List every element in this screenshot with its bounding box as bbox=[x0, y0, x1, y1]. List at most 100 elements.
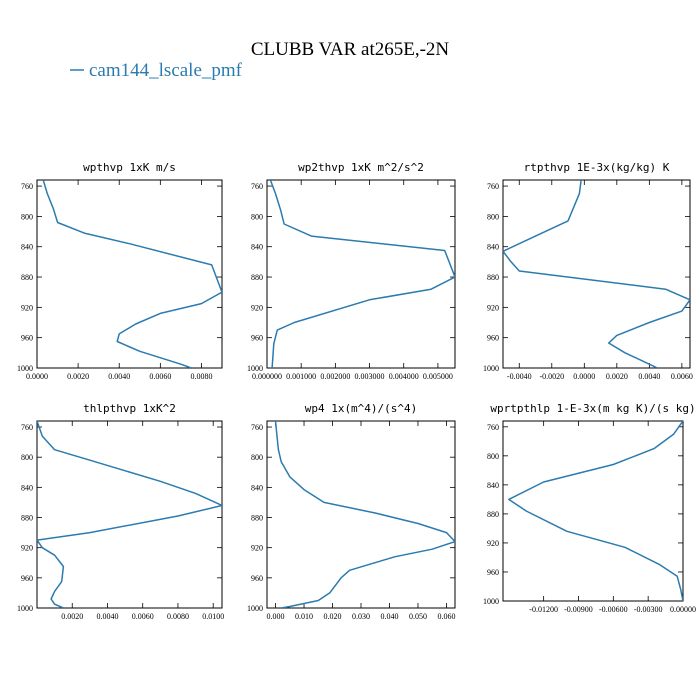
x-tick-label: 0.0040 bbox=[96, 612, 118, 621]
y-tick-label: 920 bbox=[487, 303, 499, 312]
y-tick-label: 960 bbox=[487, 568, 499, 577]
y-tick-label: 920 bbox=[251, 544, 263, 553]
figure-title: CLUBB VAR at265E,-2N bbox=[251, 39, 450, 60]
x-tick-label: 0.0060 bbox=[149, 372, 171, 381]
x-tick-label: -0.00900 bbox=[564, 605, 593, 614]
plot-frame bbox=[36, 179, 223, 369]
y-tick-label: 800 bbox=[251, 212, 263, 221]
y-tick-label: 880 bbox=[487, 273, 499, 282]
y-tick-label: 760 bbox=[487, 182, 499, 191]
y-tick-label: 760 bbox=[487, 423, 499, 432]
y-tick-label: 760 bbox=[21, 182, 33, 191]
x-tick-label: -0.00600 bbox=[599, 605, 628, 614]
y-tick-label: 840 bbox=[487, 243, 499, 252]
panel-title: rtpthvp 1E-3x(kg/kg) K bbox=[524, 161, 670, 174]
panel-title: wpthvp 1xK m/s bbox=[83, 161, 176, 174]
y-tick-label: 800 bbox=[251, 453, 263, 462]
legend-label: cam144_lscale_pmf bbox=[89, 60, 243, 81]
series-line bbox=[37, 421, 222, 608]
y-tick-label: 840 bbox=[21, 483, 33, 492]
x-tick-label: 0.0020 bbox=[61, 612, 83, 621]
y-tick-label: 960 bbox=[487, 334, 499, 343]
panel-title: thlpthvp 1xK^2 bbox=[83, 402, 176, 415]
x-tick-label: 0.050 bbox=[409, 612, 427, 621]
x-tick-label: 0.0020 bbox=[606, 372, 628, 381]
x-tick-label: 0.060 bbox=[437, 612, 455, 621]
y-tick-label: 880 bbox=[21, 273, 33, 282]
x-tick-label: 0.0060 bbox=[132, 612, 154, 621]
x-tick-label: -0.0020 bbox=[539, 372, 564, 381]
x-tick-label: -0.01200 bbox=[529, 605, 558, 614]
panel-title: wp4 1x(m^4)/(s^4) bbox=[305, 402, 418, 415]
y-tick-label: 920 bbox=[487, 539, 499, 548]
y-tick-label: 880 bbox=[21, 514, 33, 523]
panel-3: rtpthvp 1E-3x(kg/kg) K 760 800 840 880 920 960… bbox=[483, 161, 693, 381]
y-tick-label: 960 bbox=[251, 334, 263, 343]
y-tick-label: 880 bbox=[251, 273, 263, 282]
x-tick-label: 0.002000 bbox=[320, 372, 350, 381]
x-tick-label: 0.0000 bbox=[26, 372, 48, 381]
figure-legend: cam144_lscale_pmf bbox=[70, 60, 243, 81]
series-line bbox=[274, 421, 455, 608]
x-tick-label: 0.00000 bbox=[670, 605, 696, 614]
x-tick-label: 0.020 bbox=[324, 612, 342, 621]
y-tick-label: 880 bbox=[251, 514, 263, 523]
y-tick-label: 1000 bbox=[483, 597, 499, 606]
x-tick-label: 0.001000 bbox=[286, 372, 316, 381]
y-tick-label: 800 bbox=[21, 212, 33, 221]
x-tick-label: 0.0080 bbox=[167, 612, 189, 621]
y-tick-label: 800 bbox=[487, 452, 499, 461]
y-tick-label: 920 bbox=[251, 303, 263, 312]
y-tick-label: 840 bbox=[487, 481, 499, 490]
plot-frame bbox=[266, 179, 456, 369]
series-line bbox=[269, 180, 455, 368]
panels: wpthvp 1xK m/s76080084088092096010000.00… bbox=[17, 161, 696, 621]
y-tick-label: 1000 bbox=[483, 364, 499, 373]
y-tick-label: 1000 bbox=[247, 364, 263, 373]
y-tick-label: 840 bbox=[21, 243, 33, 252]
panel-2: wp2thvp 1xK m^2/s^2 760 800 840 880 920 960 100… bbox=[247, 161, 456, 381]
panel-title: wp2thvp 1xK m^2/s^2 bbox=[298, 161, 424, 174]
y-tick-label: 1000 bbox=[247, 604, 263, 613]
y-tick-label: 920 bbox=[21, 303, 33, 312]
x-tick-label: 0.0020 bbox=[67, 372, 89, 381]
plot-frame bbox=[502, 420, 684, 602]
y-tick-label: 1000 bbox=[17, 364, 33, 373]
x-tick-label: 0.030 bbox=[352, 612, 370, 621]
y-tick-label: 960 bbox=[21, 574, 33, 583]
y-tick-label: 920 bbox=[21, 544, 33, 553]
x-tick-label: -0.00300 bbox=[634, 605, 663, 614]
panel-4: thlpthvp 1xK^2 760 800 840 880 920 960 1000 0.00… bbox=[17, 402, 224, 621]
x-tick-label: 0.0100 bbox=[202, 612, 224, 621]
x-tick-label: 0.0000 bbox=[573, 372, 595, 381]
plot-frame bbox=[266, 420, 456, 609]
y-tick-label: 800 bbox=[21, 453, 33, 462]
panel-5: wp4 1x(m^4)/(s^4) 760 800 840 880 920 960 1000 0… bbox=[247, 402, 456, 621]
y-tick-label: 800 bbox=[487, 212, 499, 221]
x-tick-label: 0.0060 bbox=[671, 372, 693, 381]
y-tick-label: 960 bbox=[251, 574, 263, 583]
series-line bbox=[42, 180, 222, 368]
x-tick-label: 0.0040 bbox=[108, 372, 130, 381]
y-tick-label: 1000 bbox=[17, 604, 33, 613]
y-tick-label: 840 bbox=[251, 243, 263, 252]
panel-title: wprtpthlp 1-E-3x(m kg K)/(s kg) bbox=[490, 402, 695, 415]
y-tick-label: 760 bbox=[21, 423, 33, 432]
plot-frame bbox=[502, 179, 691, 369]
plot-frame bbox=[36, 420, 223, 609]
series-line bbox=[508, 421, 683, 601]
x-tick-label: 0.010 bbox=[295, 612, 313, 621]
y-tick-label: 760 bbox=[251, 423, 263, 432]
x-tick-label: 0.0080 bbox=[190, 372, 212, 381]
x-tick-label: 0.0040 bbox=[638, 372, 660, 381]
y-tick-label: 960 bbox=[21, 334, 33, 343]
y-tick-label: 760 bbox=[251, 182, 263, 191]
panel-1: wpthvp 1xK m/s76080084088092096010000.00… bbox=[17, 161, 223, 381]
x-tick-label: 0.000000 bbox=[252, 372, 282, 381]
y-tick-label: 840 bbox=[251, 483, 263, 492]
series-line bbox=[503, 180, 690, 368]
y-tick-label: 880 bbox=[487, 510, 499, 519]
x-tick-label: 0.004000 bbox=[389, 372, 419, 381]
x-tick-label: 0.000 bbox=[267, 612, 285, 621]
